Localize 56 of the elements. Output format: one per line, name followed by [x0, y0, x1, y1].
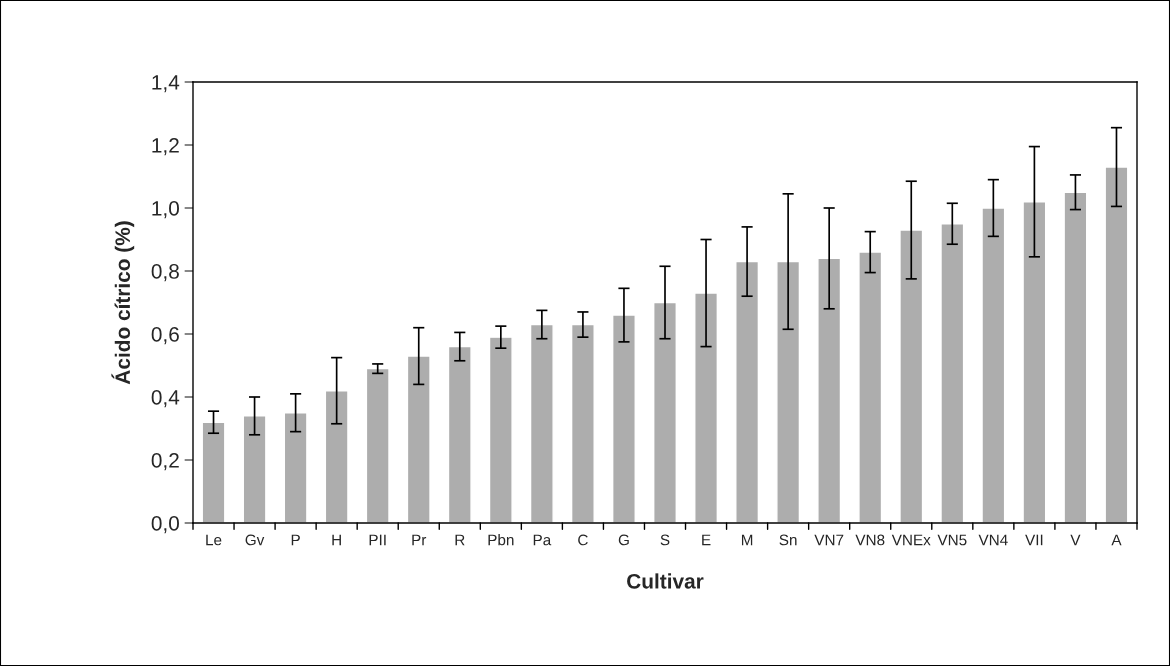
x-tick-label: E: [702, 534, 711, 546]
y-tick-label: 0,4: [151, 390, 180, 408]
x-tick-label: VII: [1025, 534, 1043, 546]
x-tick-label: R: [455, 534, 465, 546]
y-tick-label: 1,2: [152, 138, 179, 156]
x-tick-label: VN4: [978, 534, 1008, 546]
x-axis-title: Cultivar: [627, 573, 704, 589]
bar: [858, 251, 883, 523]
x-tick-label: Sn: [779, 534, 797, 546]
x-tick-label: VNEx: [891, 534, 931, 546]
bar: [1063, 191, 1088, 523]
bar: [447, 345, 472, 523]
bar: [611, 314, 636, 523]
x-tick-label: Pr: [412, 534, 427, 546]
x-tick-label: H: [332, 534, 341, 546]
y-tick-label: 0,6: [151, 327, 179, 345]
x-tick-label: PII: [369, 534, 386, 546]
bar: [817, 257, 842, 523]
bar: [940, 223, 965, 523]
bar: [735, 260, 760, 523]
y-tick-label: 1,0: [152, 201, 179, 219]
x-tick-label: VN7: [814, 534, 844, 546]
x-tick-label: G: [618, 534, 629, 546]
y-axis-title: Ácido cítrico (%): [111, 221, 135, 385]
y-tick-label: 1,4: [152, 75, 180, 93]
x-tick-label: Gv: [245, 534, 265, 546]
bar: [529, 323, 554, 523]
bar: [1104, 166, 1129, 523]
bar: [981, 207, 1006, 523]
bar: [201, 421, 226, 523]
y-tick-label: 0,2: [151, 453, 179, 471]
y-tick-label: 0,0: [151, 516, 179, 534]
x-tick-label: S: [660, 534, 670, 546]
x-tick-label: P: [291, 534, 300, 546]
x-tick-label: Pbn: [488, 534, 514, 546]
bar: [406, 355, 431, 523]
bar: [899, 229, 924, 523]
bar: [776, 260, 801, 523]
bar: [283, 412, 308, 523]
y-tick-label: 0,8: [151, 264, 179, 282]
x-tick-label: V: [1070, 534, 1081, 546]
bar: [365, 367, 390, 523]
bar: [1022, 201, 1047, 523]
bar: [242, 415, 267, 523]
x-tick-label: M: [741, 534, 753, 546]
x-tick-label: VN8: [855, 534, 885, 546]
x-tick-label: C: [578, 534, 588, 546]
x-tick-label: Le: [206, 534, 222, 546]
x-tick-label: VN5: [937, 534, 967, 546]
bar: [488, 336, 513, 523]
bar: [694, 292, 719, 523]
x-tick-label: A: [1111, 534, 1122, 546]
bar: [324, 390, 349, 523]
bar: [653, 301, 677, 523]
bar: [570, 323, 595, 523]
x-tick-label: Pa: [533, 534, 552, 546]
